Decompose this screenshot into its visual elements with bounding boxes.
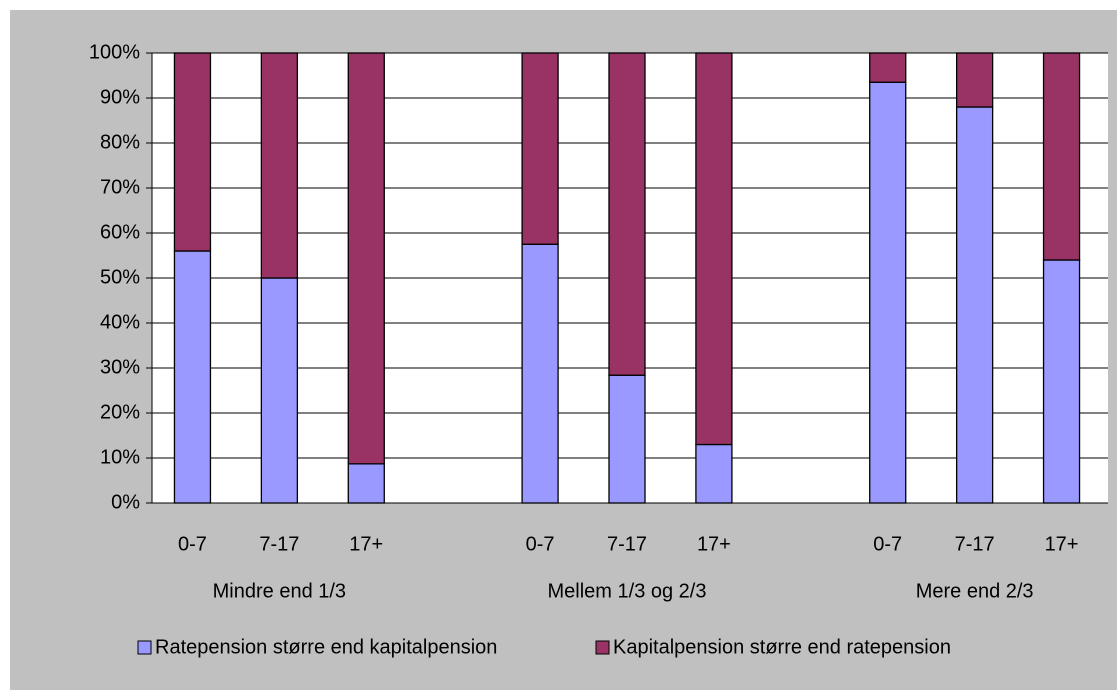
y-tick-label: 100% [89,41,140,63]
bar-segment [955,52,994,108]
group-label: Mere end 2/3 [916,580,1034,602]
x-tick-label: 7-17 [607,533,647,555]
bar-segment [260,52,299,279]
y-tick-label: 20% [100,401,140,423]
legend-label: Kapitalpension større end ratepension [613,636,951,658]
bar-segment [695,52,733,446]
bar-segment [521,243,559,504]
y-tick-label: 0% [111,491,140,513]
bar-segment [260,277,299,504]
x-tick-label: 7-17 [955,533,995,555]
x-tick-label: 0-7 [873,533,902,555]
y-tick-label: 80% [100,131,140,153]
y-tick-label: 40% [100,311,140,333]
x-tick-label: 0-7 [178,533,207,555]
bar-segment [173,250,212,504]
x-tick-label: 0-7 [526,533,555,555]
bar-segment [1042,259,1081,504]
x-tick-label: 17+ [349,533,383,555]
group-label: Mellem 1/3 og 2/3 [548,580,707,602]
legend-swatch [137,640,152,655]
y-tick-label: 70% [100,176,140,198]
y-tick-label: 90% [100,86,140,108]
x-tick-label: 17+ [1045,533,1079,555]
group-label: Mindre end 1/3 [213,580,346,602]
legend-swatch [595,640,610,655]
bar-segment [521,52,559,245]
y-tick-label: 10% [100,446,140,468]
bar-segment [608,52,646,376]
bar-segment [955,106,994,504]
bar-segment [347,463,385,504]
legend-label: Ratepension større end kapitalpension [155,636,497,658]
bar-segment [869,52,907,83]
bar-segment [608,374,646,504]
y-tick-label: 50% [100,266,140,288]
y-tick-label: 60% [100,221,140,243]
x-tick-label: 17+ [697,533,731,555]
bar-segment [695,443,733,504]
x-tick-label: 7-17 [259,533,299,555]
bar-segment [347,52,385,465]
y-tick-label: 30% [100,356,140,378]
bar-segment [1042,52,1081,261]
bar-segment [173,52,212,252]
bar-segment [869,81,907,504]
